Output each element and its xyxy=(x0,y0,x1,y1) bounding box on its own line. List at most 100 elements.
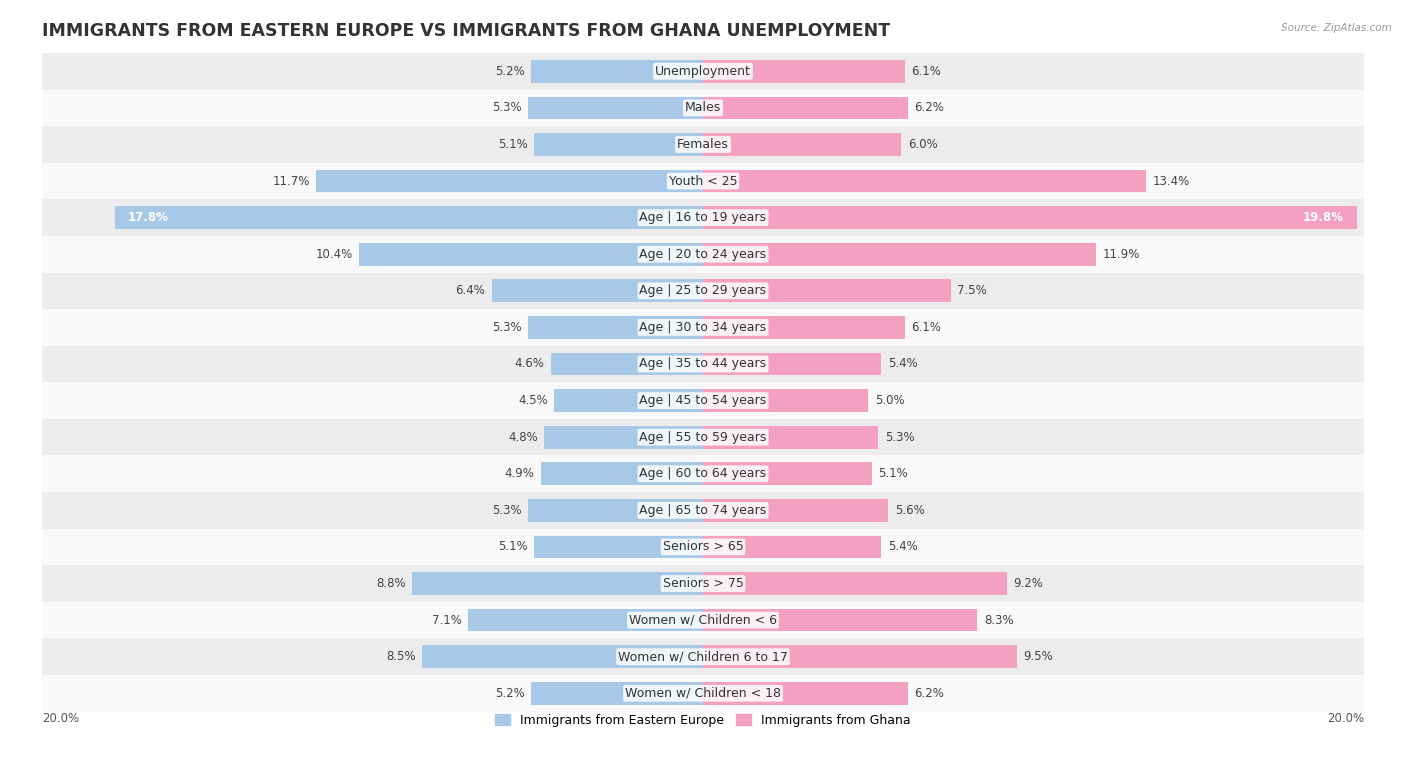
Bar xyxy=(115,207,703,229)
Bar xyxy=(534,133,703,156)
Bar xyxy=(527,97,703,119)
Text: 8.8%: 8.8% xyxy=(375,577,405,590)
Bar xyxy=(531,682,703,705)
Bar xyxy=(42,309,1364,346)
Bar xyxy=(360,243,703,266)
Bar xyxy=(42,456,1364,492)
Text: IMMIGRANTS FROM EASTERN EUROPE VS IMMIGRANTS FROM GHANA UNEMPLOYMENT: IMMIGRANTS FROM EASTERN EUROPE VS IMMIGR… xyxy=(42,22,890,40)
Bar xyxy=(703,426,879,448)
Text: 5.4%: 5.4% xyxy=(889,357,918,370)
Text: 19.8%: 19.8% xyxy=(1303,211,1344,224)
Bar xyxy=(703,682,908,705)
Text: 5.3%: 5.3% xyxy=(492,504,522,517)
Text: Age | 35 to 44 years: Age | 35 to 44 years xyxy=(640,357,766,370)
Text: Women w/ Children < 18: Women w/ Children < 18 xyxy=(626,687,780,699)
Bar xyxy=(703,207,1357,229)
Text: 5.3%: 5.3% xyxy=(884,431,914,444)
Text: 11.7%: 11.7% xyxy=(273,175,309,188)
Text: 10.4%: 10.4% xyxy=(315,248,353,260)
Text: 20.0%: 20.0% xyxy=(1327,712,1364,724)
Bar xyxy=(42,163,1364,199)
Text: Youth < 25: Youth < 25 xyxy=(669,175,737,188)
Text: 5.3%: 5.3% xyxy=(492,321,522,334)
Text: 4.5%: 4.5% xyxy=(517,394,548,407)
Bar xyxy=(42,419,1364,456)
Bar xyxy=(703,170,1146,192)
Bar xyxy=(422,646,703,668)
Text: 4.6%: 4.6% xyxy=(515,357,544,370)
Bar xyxy=(703,609,977,631)
Text: 4.8%: 4.8% xyxy=(508,431,537,444)
Bar xyxy=(703,646,1017,668)
Text: Age | 65 to 74 years: Age | 65 to 74 years xyxy=(640,504,766,517)
Text: 9.5%: 9.5% xyxy=(1024,650,1053,663)
Bar xyxy=(42,273,1364,309)
Text: 13.4%: 13.4% xyxy=(1153,175,1189,188)
Bar xyxy=(703,389,868,412)
Text: Source: ZipAtlas.com: Source: ZipAtlas.com xyxy=(1281,23,1392,33)
Text: 5.1%: 5.1% xyxy=(879,467,908,480)
Text: Women w/ Children < 6: Women w/ Children < 6 xyxy=(628,614,778,627)
Text: 5.6%: 5.6% xyxy=(894,504,924,517)
Text: Women w/ Children 6 to 17: Women w/ Children 6 to 17 xyxy=(619,650,787,663)
Bar xyxy=(703,536,882,558)
Bar xyxy=(531,60,703,83)
Text: Age | 60 to 64 years: Age | 60 to 64 years xyxy=(640,467,766,480)
Text: Age | 16 to 19 years: Age | 16 to 19 years xyxy=(640,211,766,224)
Text: 6.4%: 6.4% xyxy=(456,285,485,298)
Bar xyxy=(703,353,882,375)
Text: 6.0%: 6.0% xyxy=(908,138,938,151)
Text: Females: Females xyxy=(678,138,728,151)
Bar xyxy=(492,279,703,302)
Text: 11.9%: 11.9% xyxy=(1102,248,1140,260)
Text: 5.4%: 5.4% xyxy=(889,540,918,553)
Bar xyxy=(703,316,904,338)
Text: Seniors > 65: Seniors > 65 xyxy=(662,540,744,553)
Bar xyxy=(42,638,1364,675)
Bar xyxy=(703,243,1097,266)
Text: 7.1%: 7.1% xyxy=(432,614,461,627)
Bar xyxy=(42,126,1364,163)
Text: Seniors > 75: Seniors > 75 xyxy=(662,577,744,590)
Text: 6.1%: 6.1% xyxy=(911,65,941,78)
Bar xyxy=(534,536,703,558)
Bar xyxy=(551,353,703,375)
Text: Age | 25 to 29 years: Age | 25 to 29 years xyxy=(640,285,766,298)
Bar xyxy=(42,565,1364,602)
Text: Unemployment: Unemployment xyxy=(655,65,751,78)
Bar xyxy=(42,492,1364,528)
Bar xyxy=(703,97,908,119)
Bar xyxy=(42,528,1364,565)
Text: 5.1%: 5.1% xyxy=(498,540,527,553)
Text: 4.9%: 4.9% xyxy=(505,467,534,480)
Bar xyxy=(703,133,901,156)
Text: 5.1%: 5.1% xyxy=(498,138,527,151)
Bar xyxy=(544,426,703,448)
Bar xyxy=(316,170,703,192)
Text: 8.3%: 8.3% xyxy=(984,614,1014,627)
Legend: Immigrants from Eastern Europe, Immigrants from Ghana: Immigrants from Eastern Europe, Immigran… xyxy=(489,709,917,732)
Bar xyxy=(42,346,1364,382)
Text: 17.8%: 17.8% xyxy=(128,211,169,224)
Bar xyxy=(42,89,1364,126)
Bar xyxy=(527,316,703,338)
Bar xyxy=(42,675,1364,712)
Bar xyxy=(42,199,1364,236)
Bar xyxy=(703,572,1007,595)
Bar xyxy=(703,499,889,522)
Text: 6.2%: 6.2% xyxy=(914,101,945,114)
Bar xyxy=(42,236,1364,273)
Text: 6.2%: 6.2% xyxy=(914,687,945,699)
Text: 7.5%: 7.5% xyxy=(957,285,987,298)
Text: 5.0%: 5.0% xyxy=(875,394,904,407)
Bar xyxy=(703,463,872,485)
Text: 5.2%: 5.2% xyxy=(495,65,524,78)
Text: Age | 20 to 24 years: Age | 20 to 24 years xyxy=(640,248,766,260)
Text: 5.2%: 5.2% xyxy=(495,687,524,699)
Bar xyxy=(703,279,950,302)
Text: Males: Males xyxy=(685,101,721,114)
Text: 5.3%: 5.3% xyxy=(492,101,522,114)
Bar xyxy=(42,382,1364,419)
Bar xyxy=(42,602,1364,638)
Bar xyxy=(527,499,703,522)
